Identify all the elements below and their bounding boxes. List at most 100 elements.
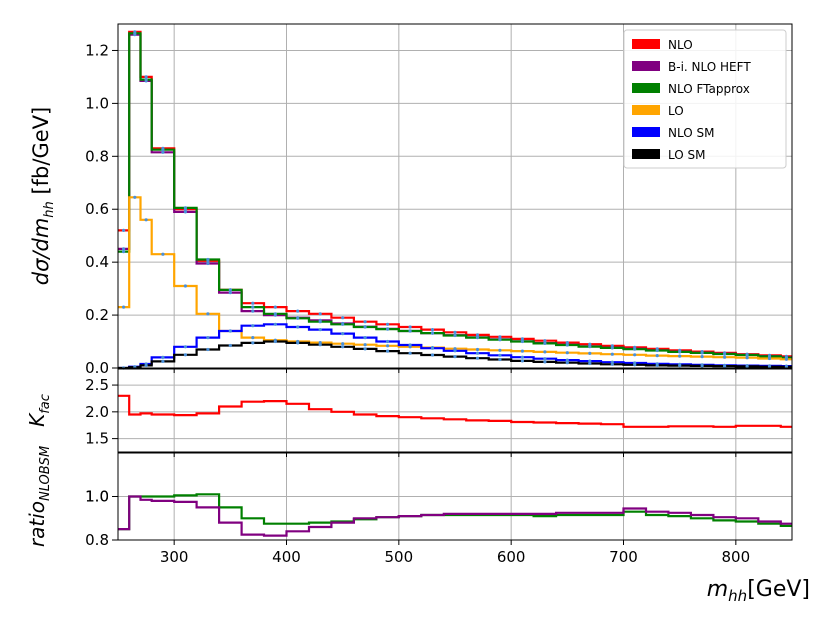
data-point — [251, 301, 255, 305]
data-point — [745, 356, 749, 360]
data-point — [296, 309, 300, 313]
data-point — [633, 363, 637, 367]
data-point — [430, 331, 435, 335]
data-point — [723, 352, 727, 356]
data-point — [678, 350, 682, 354]
data-point — [543, 341, 547, 345]
data-point — [318, 343, 322, 347]
data-point — [363, 325, 367, 329]
data-point — [520, 349, 525, 353]
data-point — [363, 336, 367, 340]
data-point — [228, 329, 232, 333]
data-point — [655, 348, 659, 353]
y-tick-label: 0.6 — [85, 200, 109, 218]
legend-swatch — [632, 39, 660, 49]
data-point — [161, 355, 165, 359]
data-point — [122, 305, 126, 309]
data-point — [144, 218, 148, 222]
data-point — [183, 284, 187, 288]
y-axis-label-ratio: ratioNLOBSM — [25, 446, 53, 547]
data-point — [453, 355, 457, 359]
y-tick-label: 0.8 — [85, 147, 109, 165]
data-point — [206, 312, 210, 316]
data-point — [251, 309, 255, 313]
data-point — [273, 322, 277, 326]
data-point — [363, 320, 367, 324]
data-point — [498, 353, 502, 357]
data-point — [453, 330, 457, 334]
data-point — [386, 339, 390, 344]
data-point — [700, 351, 704, 355]
axes-box-main — [117, 23, 793, 369]
y-tick-label: 2.5 — [85, 376, 109, 394]
y-tick-label: 1.5 — [85, 430, 109, 448]
data-point — [122, 247, 126, 251]
data-point — [565, 361, 569, 365]
x-axis-label: mhh[GeV] — [707, 577, 810, 605]
data-point — [498, 357, 502, 362]
data-point — [133, 31, 137, 35]
data-point — [161, 252, 165, 256]
data-point — [745, 364, 749, 368]
data-point — [520, 339, 525, 344]
x-tick-label: 600 — [497, 548, 526, 566]
data-point — [520, 359, 525, 363]
data-point — [386, 322, 390, 326]
y-tick-label: 0.2 — [85, 306, 109, 324]
series-line-kfac-0 — [118, 394, 792, 428]
data-point — [206, 261, 210, 266]
data-point — [498, 335, 502, 339]
data-point — [144, 75, 148, 79]
data-point — [386, 349, 390, 353]
data-point — [543, 357, 547, 361]
data-point — [565, 351, 569, 355]
data-point — [183, 353, 187, 357]
y-axis-label-main: dσ/dmhh [fb/GeV] — [29, 107, 57, 285]
data-point — [475, 347, 480, 352]
data-point — [206, 257, 210, 262]
data-point — [700, 355, 704, 359]
data-point — [251, 341, 255, 345]
data-point — [430, 346, 435, 350]
data-point — [655, 354, 659, 358]
data-point — [475, 336, 480, 340]
data-point — [475, 356, 480, 360]
data-point — [565, 358, 569, 362]
data-point — [251, 324, 255, 328]
data-point — [133, 195, 137, 199]
series-line-ratio-1 — [118, 495, 792, 537]
data-point — [341, 332, 345, 336]
data-point — [475, 333, 480, 337]
x-tick-label: 700 — [609, 548, 638, 566]
y-tick-label: 2.0 — [85, 403, 109, 421]
data-point — [296, 341, 300, 345]
data-point — [161, 359, 165, 363]
data-point — [144, 78, 148, 82]
legend-swatch — [632, 149, 660, 159]
legend-swatch — [632, 127, 660, 137]
data-point — [341, 345, 345, 349]
data-point — [386, 344, 390, 348]
x-tick-label: 800 — [722, 548, 751, 566]
data-point — [341, 316, 345, 320]
series-layer — [118, 30, 792, 537]
data-point — [678, 364, 682, 368]
y-tick-label: 1.2 — [85, 41, 109, 59]
data-point — [610, 346, 614, 350]
x-tick-label: 400 — [272, 548, 301, 566]
x-tick-label: 500 — [385, 548, 414, 566]
data-point — [453, 349, 457, 353]
data-point — [588, 345, 592, 349]
data-point — [318, 328, 322, 332]
legend-box — [623, 29, 787, 169]
data-point — [767, 356, 772, 361]
y-axis-label-kfac: Kfac — [25, 394, 53, 427]
x-tick-label: 300 — [160, 548, 189, 566]
data-point — [228, 343, 232, 348]
data-point — [408, 351, 412, 355]
data-point — [161, 148, 165, 152]
data-point — [633, 347, 637, 351]
y-tick-label: 1.0 — [85, 94, 109, 112]
data-point — [273, 339, 277, 344]
data-point — [745, 353, 749, 357]
